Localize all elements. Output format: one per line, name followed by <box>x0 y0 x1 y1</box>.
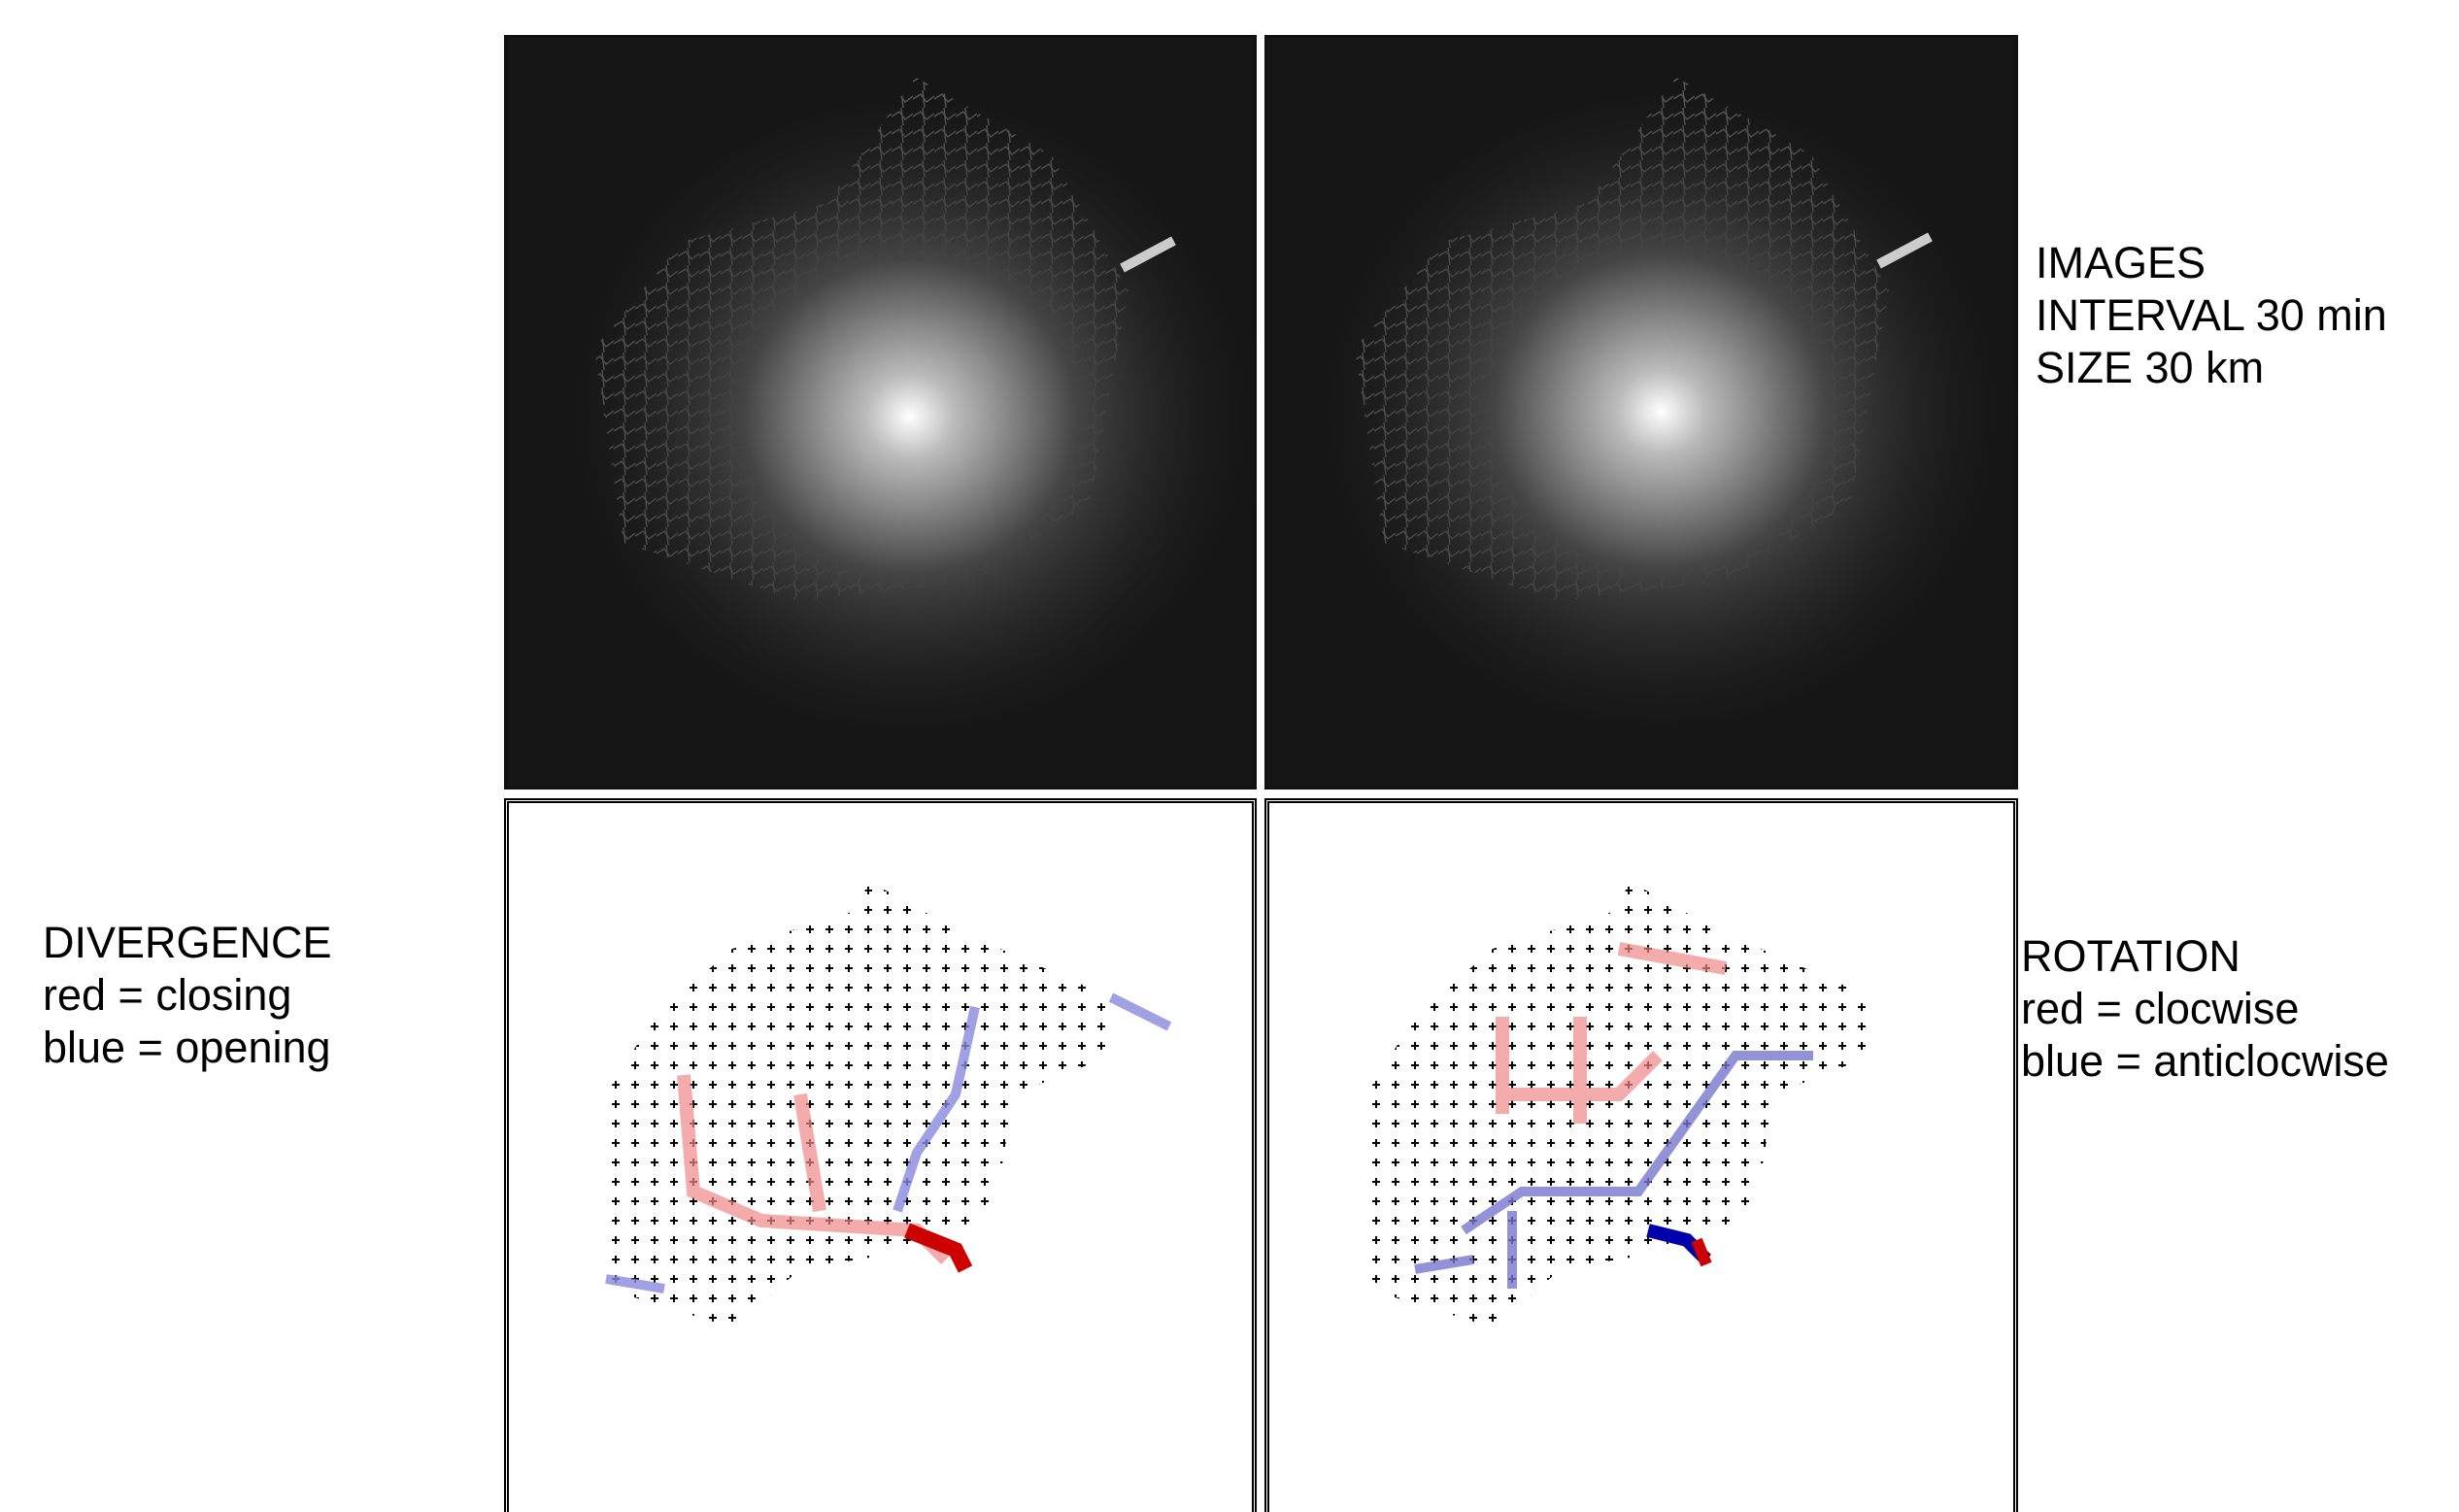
label-line: SIZE 30 km <box>2036 342 2387 394</box>
label-line: red = closing <box>43 969 332 1022</box>
divergence-label: DIVERGENCE red = closing blue = opening <box>43 917 332 1074</box>
label-line: ROTATION <box>2021 930 2389 983</box>
page: IMAGES INTERVAL 30 min SIZE 30 km DIVERG… <box>0 0 2459 1512</box>
label-line: red = clocwise <box>2021 983 2389 1035</box>
divergence-map <box>504 798 1257 1512</box>
images-label: IMAGES INTERVAL 30 min SIZE 30 km <box>2036 237 2387 394</box>
image-second <box>1264 35 2018 790</box>
rotation-map <box>1264 798 2018 1512</box>
rotation-label: ROTATION red = clocwise blue = anticlocw… <box>2021 930 2389 1088</box>
image-first <box>504 35 1257 790</box>
label-line: DIVERGENCE <box>43 917 332 969</box>
label-line: INTERVAL 30 min <box>2036 289 2387 342</box>
image-graphic <box>507 38 1254 787</box>
map-graphic <box>509 803 1252 1512</box>
label-line: blue = opening <box>43 1022 332 1074</box>
image-graphic <box>1267 38 2015 787</box>
label-line: IMAGES <box>2036 237 2387 289</box>
label-line: blue = anticlocwise <box>2021 1035 2389 1088</box>
map-graphic <box>1269 803 2013 1512</box>
